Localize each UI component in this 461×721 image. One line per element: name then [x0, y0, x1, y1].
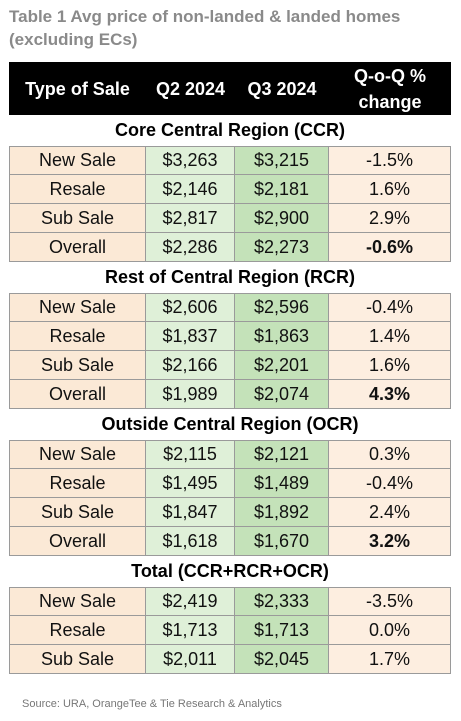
cell-q2: $2,286: [146, 233, 235, 261]
cell-q2: $1,618: [146, 527, 235, 555]
cell-qoq: 0.3%: [329, 441, 451, 468]
cell-qoq: 1.4%: [329, 322, 451, 350]
cell-q2: $3,263: [146, 147, 235, 174]
region-heading: Outside Central Region (OCR): [9, 409, 451, 440]
cell-q3: $1,892: [235, 498, 329, 526]
cell-type: New Sale: [9, 588, 146, 615]
cell-q3: $3,215: [235, 147, 329, 174]
cell-type: Resale: [9, 175, 146, 203]
cell-q2: $1,847: [146, 498, 235, 526]
price-table: Type of Sale Q2 2024 Q3 2024 Q-o-Q % cha…: [9, 62, 451, 674]
table-row: Sub Sale $1,847 $1,892 2.4%: [9, 498, 451, 527]
cell-q3: $1,670: [235, 527, 329, 555]
table-row: Sub Sale $2,817 $2,900 2.9%: [9, 204, 451, 233]
header-type: Type of Sale: [25, 78, 130, 99]
cell-qoq: 1.6%: [329, 175, 451, 203]
region-heading: Core Central Region (CCR): [9, 115, 451, 146]
cell-q3: $2,074: [235, 380, 329, 408]
table-body: Core Central Region (CCR) New Sale $3,263 $…: [9, 115, 451, 674]
cell-type: Resale: [9, 322, 146, 350]
cell-qoq: 2.4%: [329, 498, 451, 526]
cell-type: Resale: [9, 616, 146, 644]
table-row: Overall $1,618 $1,670 3.2%: [9, 527, 451, 556]
table-row: Sub Sale $2,011 $2,045 1.7%: [9, 645, 451, 674]
cell-q3: $2,333: [235, 588, 329, 615]
cell-type: Sub Sale: [9, 351, 146, 379]
cell-type: Resale: [9, 469, 146, 497]
cell-qoq: -0.6%: [329, 233, 451, 261]
cell-q3: $2,900: [235, 204, 329, 232]
cell-qoq: 1.6%: [329, 351, 451, 379]
cell-qoq: 0.0%: [329, 616, 451, 644]
header-q2: Q2 2024: [155, 78, 226, 99]
cell-type: Sub Sale: [9, 498, 146, 526]
table-row: Overall $1,989 $2,074 4.3%: [9, 380, 451, 409]
cell-q3: $2,121: [235, 441, 329, 468]
cell-type: New Sale: [9, 147, 146, 174]
cell-q3: $1,863: [235, 322, 329, 350]
cell-q3: $2,181: [235, 175, 329, 203]
cell-type: Sub Sale: [9, 645, 146, 673]
header-qoq: Q-o-Q % change: [354, 65, 426, 112]
region-heading: Total (CCR+RCR+OCR): [9, 556, 451, 587]
cell-qoq: -0.4%: [329, 294, 451, 321]
header-q3: Q3 2024: [247, 78, 317, 99]
table-row: Overall $2,286 $2,273 -0.6%: [9, 233, 451, 262]
table-title: Table 1 Avg price of non-landed & landed…: [9, 7, 401, 49]
table-row: New Sale $2,115 $2,121 0.3%: [9, 440, 451, 469]
cell-type: New Sale: [9, 294, 146, 321]
table-row: New Sale $2,419 $2,333 -3.5%: [9, 587, 451, 616]
table-row: Resale $2,146 $2,181 1.6%: [9, 175, 451, 204]
cell-q2: $2,817: [146, 204, 235, 232]
cell-qoq: 1.7%: [329, 645, 451, 673]
source-note: Source: URA, OrangeTee & Tie Research & …: [22, 698, 282, 710]
cell-q2: $2,166: [146, 351, 235, 379]
table-header: Type of Sale Q2 2024 Q3 2024 Q-o-Q % cha…: [9, 62, 451, 115]
cell-type: Overall: [9, 380, 146, 408]
table-row: Sub Sale $2,166 $2,201 1.6%: [9, 351, 451, 380]
cell-q2: $1,837: [146, 322, 235, 350]
table-row: Resale $1,713 $1,713 0.0%: [9, 616, 451, 645]
cell-qoq: 3.2%: [329, 527, 451, 555]
cell-q3: $1,713: [235, 616, 329, 644]
cell-q2: $1,713: [146, 616, 235, 644]
cell-type: Overall: [9, 233, 146, 261]
cell-q3: $2,596: [235, 294, 329, 321]
table-row: New Sale $3,263 $3,215 -1.5%: [9, 146, 451, 175]
cell-q2: $2,419: [146, 588, 235, 615]
table-row: Resale $1,837 $1,863 1.4%: [9, 322, 451, 351]
cell-type: Sub Sale: [9, 204, 146, 232]
cell-qoq: -3.5%: [329, 588, 451, 615]
cell-q3: $2,201: [235, 351, 329, 379]
cell-q2: $2,115: [146, 441, 235, 468]
region-heading: Rest of Central Region (RCR): [9, 262, 451, 293]
cell-qoq: 4.3%: [329, 380, 451, 408]
cell-q2: $1,495: [146, 469, 235, 497]
cell-type: Overall: [9, 527, 146, 555]
cell-q3: $2,045: [235, 645, 329, 673]
table-row: New Sale $2,606 $2,596 -0.4%: [9, 293, 451, 322]
cell-q3: $1,489: [235, 469, 329, 497]
cell-q2: $2,011: [146, 645, 235, 673]
cell-qoq: -0.4%: [329, 469, 451, 497]
table-row: Resale $1,495 $1,489 -0.4%: [9, 469, 451, 498]
cell-qoq: -1.5%: [329, 147, 451, 174]
cell-q2: $2,606: [146, 294, 235, 321]
cell-type: New Sale: [9, 441, 146, 468]
cell-qoq: 2.9%: [329, 204, 451, 232]
cell-q3: $2,273: [235, 233, 329, 261]
cell-q2: $1,989: [146, 380, 235, 408]
cell-q2: $2,146: [146, 175, 235, 203]
